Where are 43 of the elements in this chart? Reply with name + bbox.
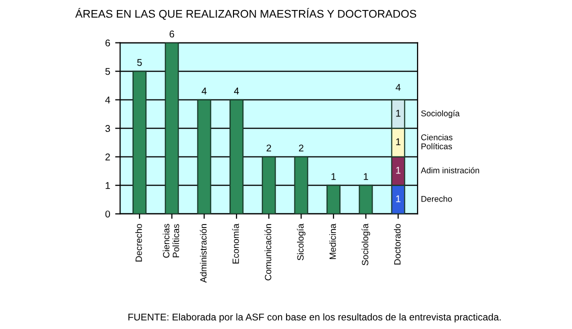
x-tick-label: Sicología [296, 224, 306, 260]
chart-title: ÁREAS EN LAS QUE REALIZARON MAESTRÍAS Y DOCTORADOS [75, 8, 416, 20]
x-tick-label: Medicina [329, 224, 336, 259]
series-label: Ciencias Políticas [421, 134, 452, 150]
y-tick-label: 2 [105, 154, 110, 160]
y-tick-label: 1 [106, 182, 110, 189]
data-label: 1 [364, 173, 368, 180]
bar [358, 184, 373, 214]
series-label: Sociología [421, 110, 460, 118]
bar [197, 99, 212, 214]
y-tick-label: 0 [105, 210, 110, 218]
x-tick-label: Comunicación [264, 224, 272, 280]
source-note: FUENTE: Elaborada por la ASF con base en los resultados de la entrevista practicada. [128, 313, 501, 322]
bar [294, 156, 308, 214]
x-tick-label: Economía [232, 224, 239, 264]
bar [326, 184, 341, 214]
x-tick-label: Ciencias Políticas [162, 224, 180, 258]
data-label: 1 [396, 138, 400, 146]
data-label: 1 [396, 195, 400, 202]
bar [132, 70, 147, 214]
y-tick-label: 6 [105, 40, 110, 46]
data-label: 6 [170, 30, 174, 38]
data-label: 1 [396, 110, 400, 117]
x-tick-label: Doctorado [394, 224, 401, 264]
x-tick-label: Administración [200, 224, 207, 283]
x-tick-label: Decrecho [135, 224, 142, 262]
data-label: 4 [202, 88, 207, 94]
series-label: Adim inistración [420, 167, 480, 174]
text: Derecho [421, 196, 452, 202]
y-tick-label: 4 [105, 96, 110, 104]
data-label: 1 [332, 173, 336, 180]
y-tick-label: 5 [105, 68, 110, 75]
data-label: 2 [266, 144, 272, 152]
bar [262, 156, 276, 214]
total-label: 4 [396, 84, 401, 91]
y-tick-label: 3 [105, 125, 110, 132]
data-label: 1 [396, 166, 400, 174]
x-tick-label: Sociología [362, 224, 370, 266]
data-label: 2 [298, 144, 304, 152]
bar [229, 99, 244, 214]
data-label: 4 [234, 88, 239, 94]
data-label: 5 [137, 59, 142, 66]
bar [164, 42, 179, 214]
